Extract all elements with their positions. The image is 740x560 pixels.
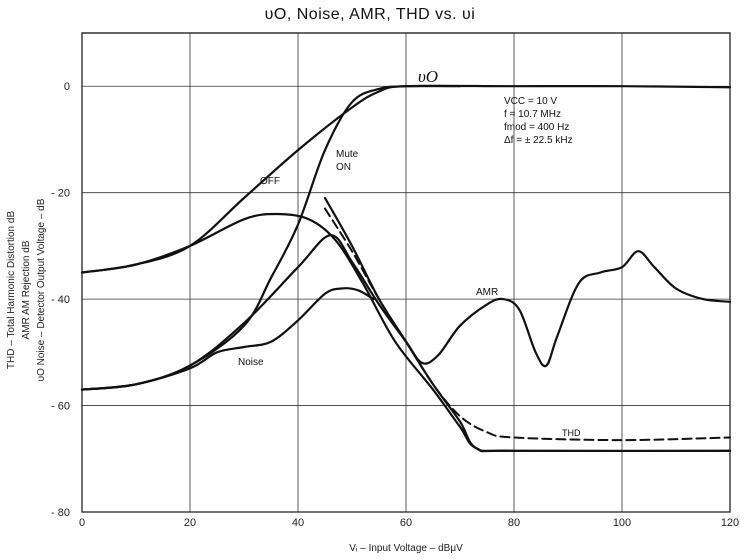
x-tick-label: 20 <box>184 517 196 529</box>
y-tick-label: - 80 <box>51 507 70 519</box>
y-axis-label: THD – Total Harmonic Distortion dB <box>6 211 17 370</box>
x-tick-label: 0 <box>79 517 85 529</box>
y-tick-label: - 20 <box>51 188 70 200</box>
x-tick-label: 80 <box>508 517 520 529</box>
y-axis-label: υO Noise – Detector Output Voltage – dB <box>36 198 47 381</box>
series-line-4 <box>80 234 732 391</box>
condition-text: fmod = 400 Hz <box>504 122 569 133</box>
x-tick-label: 60 <box>400 517 412 529</box>
x-tick-label: 120 <box>721 517 739 529</box>
off-label: OFF <box>260 176 280 187</box>
y-tick-label: 0 <box>64 81 70 93</box>
condition-text: Δf = ± 22.5 kHz <box>504 135 573 146</box>
noise-label: Noise <box>238 357 264 368</box>
x-axis-label: Vᵢ – Input Voltage – dBμV <box>349 543 463 554</box>
chart-title: υO, Noise, AMR, THD vs. υi <box>264 6 476 23</box>
series-line-1 <box>80 84 462 391</box>
amr-label: AMR <box>476 287 498 298</box>
on-label: ON <box>336 162 351 173</box>
x-tick-label: 100 <box>613 517 631 529</box>
condition-text: VCC = 10 V <box>504 96 557 107</box>
y-tick-label: - 60 <box>51 401 70 413</box>
series-line-6 <box>324 207 731 442</box>
mute-label: Mute <box>336 149 359 160</box>
y-tick-label: - 40 <box>51 294 70 306</box>
series-line-3 <box>80 287 375 391</box>
thd-label: THD <box>562 428 581 438</box>
vo-label: υO <box>418 67 438 86</box>
x-tick-label: 40 <box>292 517 304 529</box>
condition-text: f = 10.7 MHz <box>504 109 561 120</box>
y-axis-label: AMR AM Rejection dB <box>21 240 32 339</box>
